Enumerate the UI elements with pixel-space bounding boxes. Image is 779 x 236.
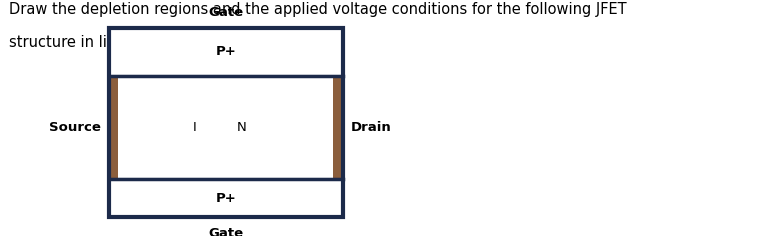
Text: Drain: Drain (351, 121, 391, 134)
Bar (109, 76, 343, 179)
Text: Gate: Gate (208, 6, 244, 19)
Text: Draw the depletion regions and the applied voltage conditions for the following : Draw the depletion regions and the appli… (9, 2, 627, 17)
Bar (333, 76, 343, 179)
Bar (109, 28, 343, 76)
Text: Gate: Gate (208, 227, 244, 236)
Text: P+: P+ (216, 192, 236, 205)
Bar (109, 179, 343, 217)
Text: structure in linear and saturation condition.: structure in linear and saturation condi… (9, 35, 330, 51)
Text: P+: P+ (216, 45, 236, 59)
Bar (109, 76, 118, 179)
Text: Source: Source (49, 121, 101, 134)
Text: N: N (237, 121, 246, 134)
Bar (109, 28, 343, 217)
Text: I: I (193, 121, 196, 134)
